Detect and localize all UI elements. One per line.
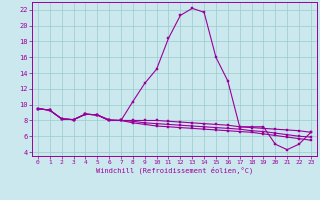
X-axis label: Windchill (Refroidissement éolien,°C): Windchill (Refroidissement éolien,°C) <box>96 167 253 174</box>
